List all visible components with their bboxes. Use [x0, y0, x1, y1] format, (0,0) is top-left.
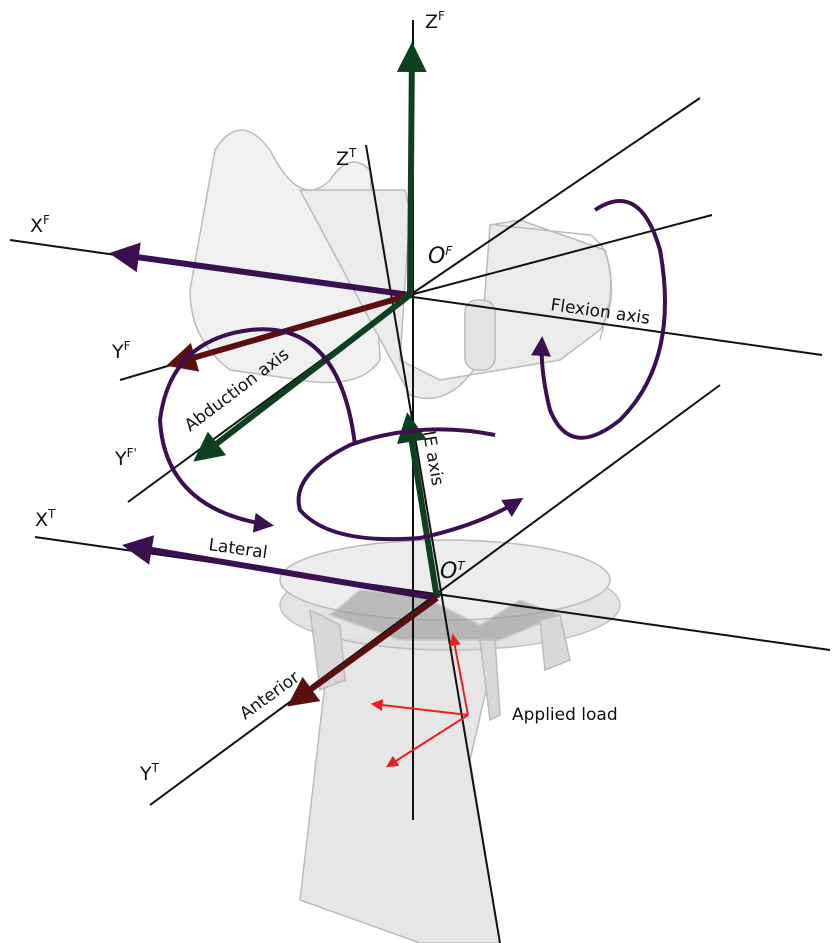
yt-arrow	[287, 595, 439, 707]
label-base: Y	[139, 763, 152, 785]
label-base: Y	[111, 341, 124, 363]
axis-label: XT	[35, 507, 56, 531]
load-label: Applied load	[512, 705, 618, 725]
axis-arrows	[109, 42, 440, 707]
axis-label: XF	[30, 213, 50, 237]
label-sup: F	[438, 9, 445, 23]
label-sup: T	[348, 146, 357, 160]
label-base: X	[35, 509, 48, 531]
yf2-arrow	[193, 292, 412, 462]
label-sup: F	[124, 339, 131, 353]
abduction-rotation	[157, 327, 357, 533]
label-sup: T	[151, 761, 160, 775]
xt-line	[34, 536, 831, 651]
axis-label: YT	[139, 761, 160, 785]
zt-line	[365, 144, 501, 943]
label-base: X	[30, 215, 43, 237]
label-base: O	[440, 559, 457, 584]
label-sup: T	[457, 559, 466, 573]
load-arrow	[385, 714, 469, 768]
axis-label: ZT	[336, 146, 357, 170]
ie-rotation	[296, 427, 524, 542]
axis-label: ZF	[425, 9, 445, 33]
load-arrow	[448, 633, 469, 716]
yf2-line	[409, 97, 701, 296]
xt-arrow	[122, 535, 438, 601]
zt-arrow	[397, 412, 440, 599]
yf-line	[409, 214, 713, 296]
load-arrow	[370, 699, 469, 716]
label-sup: T	[47, 507, 56, 521]
origin-label: OT	[440, 559, 466, 584]
label-sup: F	[43, 213, 50, 227]
label-base: Z	[425, 11, 438, 33]
label-base: Z	[336, 148, 349, 170]
applied-load	[370, 633, 469, 768]
xf-arrow	[109, 242, 411, 298]
implant	[189, 129, 621, 943]
rotation-arrows	[157, 199, 667, 542]
zf-arrow	[396, 42, 427, 296]
label-base: Y	[114, 448, 127, 470]
flexion-rotation	[530, 199, 667, 440]
yf-arrow	[166, 292, 411, 372]
axis-label: YF	[111, 339, 131, 363]
label-base: O	[428, 244, 445, 269]
label-sup: F'	[127, 446, 137, 460]
label-sup: F	[445, 244, 453, 258]
origin-label: OF	[428, 244, 453, 269]
axis-label: YF'	[114, 446, 137, 470]
